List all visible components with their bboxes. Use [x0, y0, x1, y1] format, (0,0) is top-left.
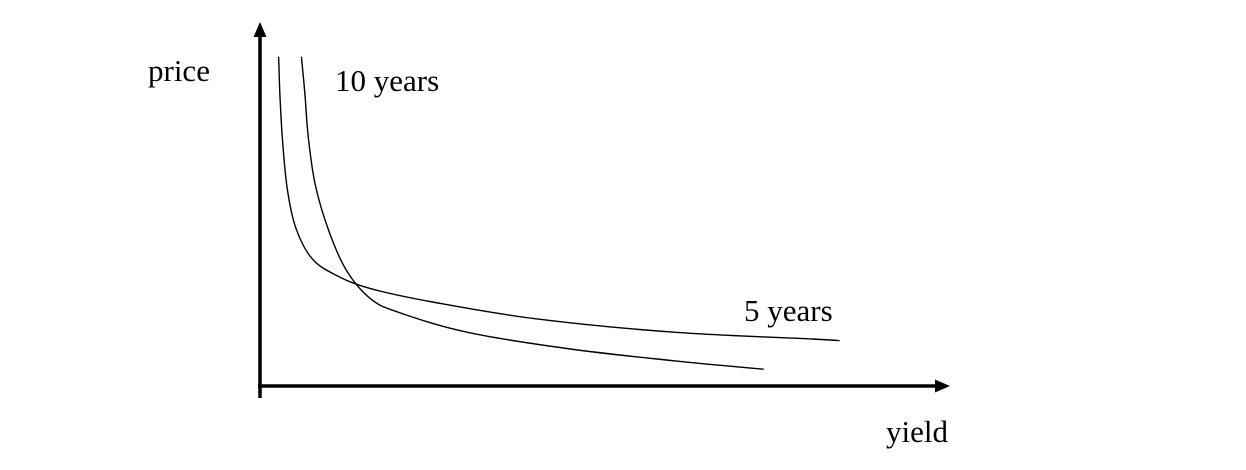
series-line-5-years [277, 56, 840, 342]
x-axis-arrowhead [935, 379, 950, 393]
y-axis-label: price [148, 53, 210, 88]
curves [277, 56, 840, 370]
x-axis-label: yield [886, 414, 948, 449]
axes [253, 22, 950, 398]
series-line-10-years [300, 56, 764, 370]
y-axis-arrowhead [253, 22, 267, 37]
series-label-5-years: 5 years [744, 293, 833, 328]
series-label-10-years: 10 years [335, 63, 439, 98]
